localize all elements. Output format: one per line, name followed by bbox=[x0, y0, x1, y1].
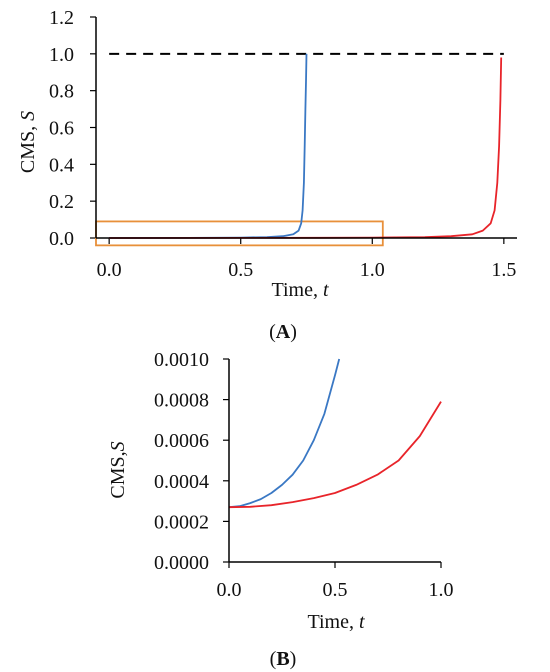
panel-b-y-tick-label: 0.0004 bbox=[154, 471, 209, 493]
panel-a-ticks: 0.0 0.2 0.4 0.6 0.8 1.0 1.2 0.0 0.5 1.0 1.5 bbox=[49, 7, 516, 281]
panel-a-x-axis-title: Time, t bbox=[271, 279, 329, 301]
panel-a-x-tick-label: 0.5 bbox=[228, 259, 253, 281]
panel-a-x-tick-label: 1.5 bbox=[491, 259, 516, 281]
panel-a-highlight bbox=[95, 220, 384, 247]
panel-a-y-tick-label: 1.2 bbox=[49, 7, 74, 29]
panel-b-y-tick-label: 0.0006 bbox=[154, 430, 209, 452]
panel-a-series-line-1 bbox=[109, 53, 308, 239]
panel-b-x-tick-label: 1.0 bbox=[429, 579, 454, 601]
panel-b-y-tick-label: 0.0010 bbox=[154, 349, 209, 371]
panel-a-series bbox=[109, 53, 503, 239]
panel-a-x-tick-label: 1.0 bbox=[360, 259, 385, 281]
panel-a-x-tick-label: 0.0 bbox=[97, 259, 122, 281]
panel-a-y-tick-label: 0.6 bbox=[49, 118, 74, 140]
panel-a-y-tick-label: 0.0 bbox=[49, 228, 74, 250]
panel-a-y-tick-label: 0.2 bbox=[49, 191, 74, 213]
panel-b-chart: 0.0000 0.0002 0.0004 0.0006 0.0008 0.0010 0.0 0… bbox=[107, 349, 454, 670]
panel-a-y-tick-label: 0.4 bbox=[49, 154, 74, 176]
panel-b-y-axis-title: CMS,S bbox=[107, 441, 129, 498]
panel-b-axes bbox=[228, 359, 441, 563]
panel-b-x-tick-label: 0.0 bbox=[217, 579, 242, 601]
panel-a-label: (A) bbox=[269, 321, 297, 343]
panel-b-series-line-1 bbox=[228, 358, 341, 509]
panel-a-highlight-box bbox=[95, 220, 384, 247]
panel-a-chart: 0.0 0.2 0.4 0.6 0.8 1.0 1.2 0.0 0.5 1.0 1.5 CMS, S… bbox=[17, 7, 517, 343]
panel-a-y-tick-label: 0.8 bbox=[49, 81, 74, 103]
panel-b-x-axis-title: Time, t bbox=[307, 611, 365, 633]
panel-b-y-tick-label: 0.0002 bbox=[154, 511, 209, 533]
panel-b-series-line-2 bbox=[228, 401, 442, 509]
panel-a-y-axis-title: CMS, S bbox=[17, 111, 39, 173]
panel-b-series bbox=[228, 358, 442, 509]
panel-b-label: (B) bbox=[270, 648, 297, 670]
panel-b-y-tick-label: 0.0000 bbox=[154, 552, 209, 574]
panel-b-y-tick-label: 0.0008 bbox=[154, 390, 209, 412]
panel-a-y-tick-label: 1.0 bbox=[49, 44, 74, 66]
panel-b-x-tick-label: 0.5 bbox=[323, 579, 348, 601]
panel-a-axes bbox=[95, 17, 517, 239]
panel-b-ticks: 0.0000 0.0002 0.0004 0.0006 0.0008 0.0010 0.0 0… bbox=[154, 349, 454, 601]
